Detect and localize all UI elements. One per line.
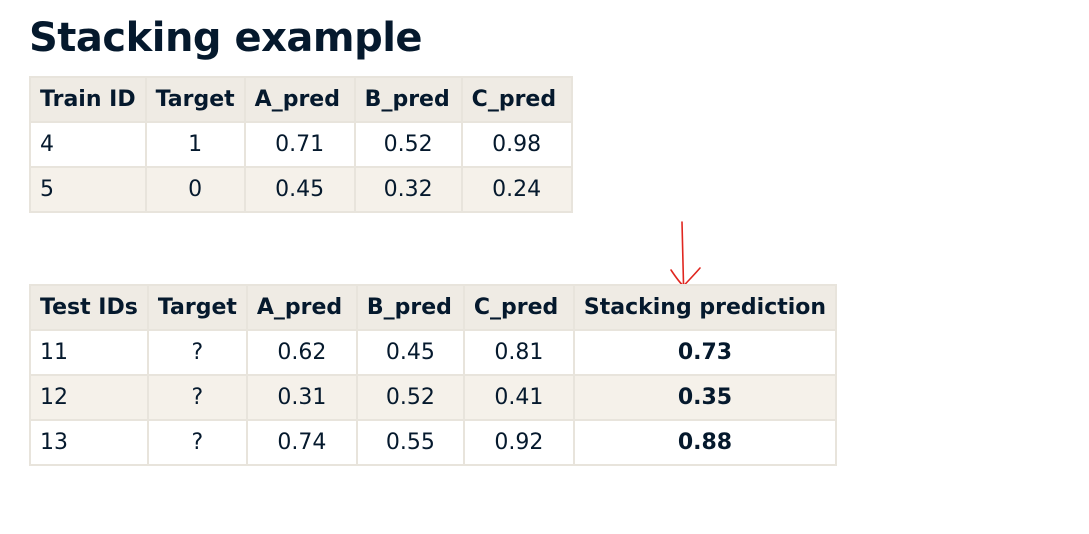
test-header-a-pred: A_pred (245, 284, 358, 331)
train-header-a-pred: A_pred (243, 76, 356, 123)
test-cell-stacking-prediction: 0.73 (572, 329, 838, 376)
train-header-b-pred: B_pred (353, 76, 463, 123)
test-cell-id: 13 (29, 419, 149, 466)
test-cell-c-pred: 0.81 (462, 329, 575, 376)
train-cell-id: 4 (29, 121, 147, 168)
page-title: Stacking example (29, 15, 423, 61)
table-row: 12 ? 0.31 0.52 0.41 0.35 (29, 374, 838, 421)
train-cell-b-pred: 0.52 (353, 121, 463, 168)
test-header-c-pred: C_pred (462, 284, 575, 331)
test-header-target: Target (146, 284, 248, 331)
train-header-c-pred: C_pred (460, 76, 573, 123)
test-table-header-row: Test IDs Target A_pred B_pred C_pred Sta… (29, 284, 838, 331)
train-table-header-row: Train ID Target A_pred B_pred C_pred (29, 76, 573, 123)
test-table: Test IDs Target A_pred B_pred C_pred Sta… (29, 284, 838, 466)
test-header-test-ids: Test IDs (29, 284, 149, 331)
test-header-stacking-prediction: Stacking prediction (572, 284, 838, 331)
test-cell-c-pred: 0.92 (462, 419, 575, 466)
test-cell-c-pred: 0.41 (462, 374, 575, 421)
test-cell-b-pred: 0.45 (355, 329, 465, 376)
table-row: 5 0 0.45 0.32 0.24 (29, 166, 573, 213)
test-cell-target: ? (146, 374, 248, 421)
test-cell-stacking-prediction: 0.35 (572, 374, 838, 421)
test-cell-id: 11 (29, 329, 149, 376)
test-cell-id: 12 (29, 374, 149, 421)
train-cell-a-pred: 0.45 (243, 166, 356, 213)
train-header-target: Target (144, 76, 246, 123)
test-cell-b-pred: 0.55 (355, 419, 465, 466)
table-row: 13 ? 0.74 0.55 0.92 0.88 (29, 419, 838, 466)
table-row: 4 1 0.71 0.52 0.98 (29, 121, 573, 168)
train-cell-id: 5 (29, 166, 147, 213)
train-cell-b-pred: 0.32 (353, 166, 463, 213)
test-cell-a-pred: 0.31 (245, 374, 358, 421)
train-cell-c-pred: 0.98 (460, 121, 573, 168)
test-cell-target: ? (146, 419, 248, 466)
test-cell-stacking-prediction: 0.88 (572, 419, 838, 466)
test-cell-b-pred: 0.52 (355, 374, 465, 421)
train-table: Train ID Target A_pred B_pred C_pred 4 1… (29, 76, 573, 213)
table-row: 11 ? 0.62 0.45 0.81 0.73 (29, 329, 838, 376)
test-cell-target: ? (146, 329, 248, 376)
train-header-train-id: Train ID (29, 76, 147, 123)
test-cell-a-pred: 0.74 (245, 419, 358, 466)
train-cell-a-pred: 0.71 (243, 121, 356, 168)
test-header-b-pred: B_pred (355, 284, 465, 331)
train-cell-target: 1 (144, 121, 246, 168)
train-cell-target: 0 (144, 166, 246, 213)
train-cell-c-pred: 0.24 (460, 166, 573, 213)
test-cell-a-pred: 0.62 (245, 329, 358, 376)
